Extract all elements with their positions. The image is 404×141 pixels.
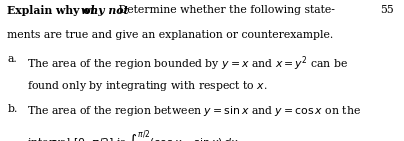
- Text: 55: 55: [380, 5, 394, 15]
- Text: Explain why or: Explain why or: [7, 5, 100, 16]
- Text: The area of the region bounded by $y = x$ and $x = y^2$ can be: The area of the region bounded by $y = x…: [27, 54, 349, 73]
- Text: ments are true and give an explanation or counterexample.: ments are true and give an explanation o…: [7, 30, 334, 40]
- Text: b.: b.: [7, 104, 18, 114]
- Text: a.: a.: [7, 54, 17, 64]
- Text: found only by integrating with respect to $x$.: found only by integrating with respect t…: [27, 79, 268, 93]
- Text: why not: why not: [81, 5, 128, 16]
- Text: Determine whether the following state-: Determine whether the following state-: [115, 5, 335, 15]
- Text: interval $[0,\, \pi/2]$ is $\int_0^{\pi/2}(\cos x - \sin x)\, dx$.: interval $[0,\, \pi/2]$ is $\int_0^{\pi/…: [27, 128, 242, 141]
- Text: The area of the region between $y = \sin x$ and $y = \cos x$ on the: The area of the region between $y = \sin…: [27, 104, 362, 118]
